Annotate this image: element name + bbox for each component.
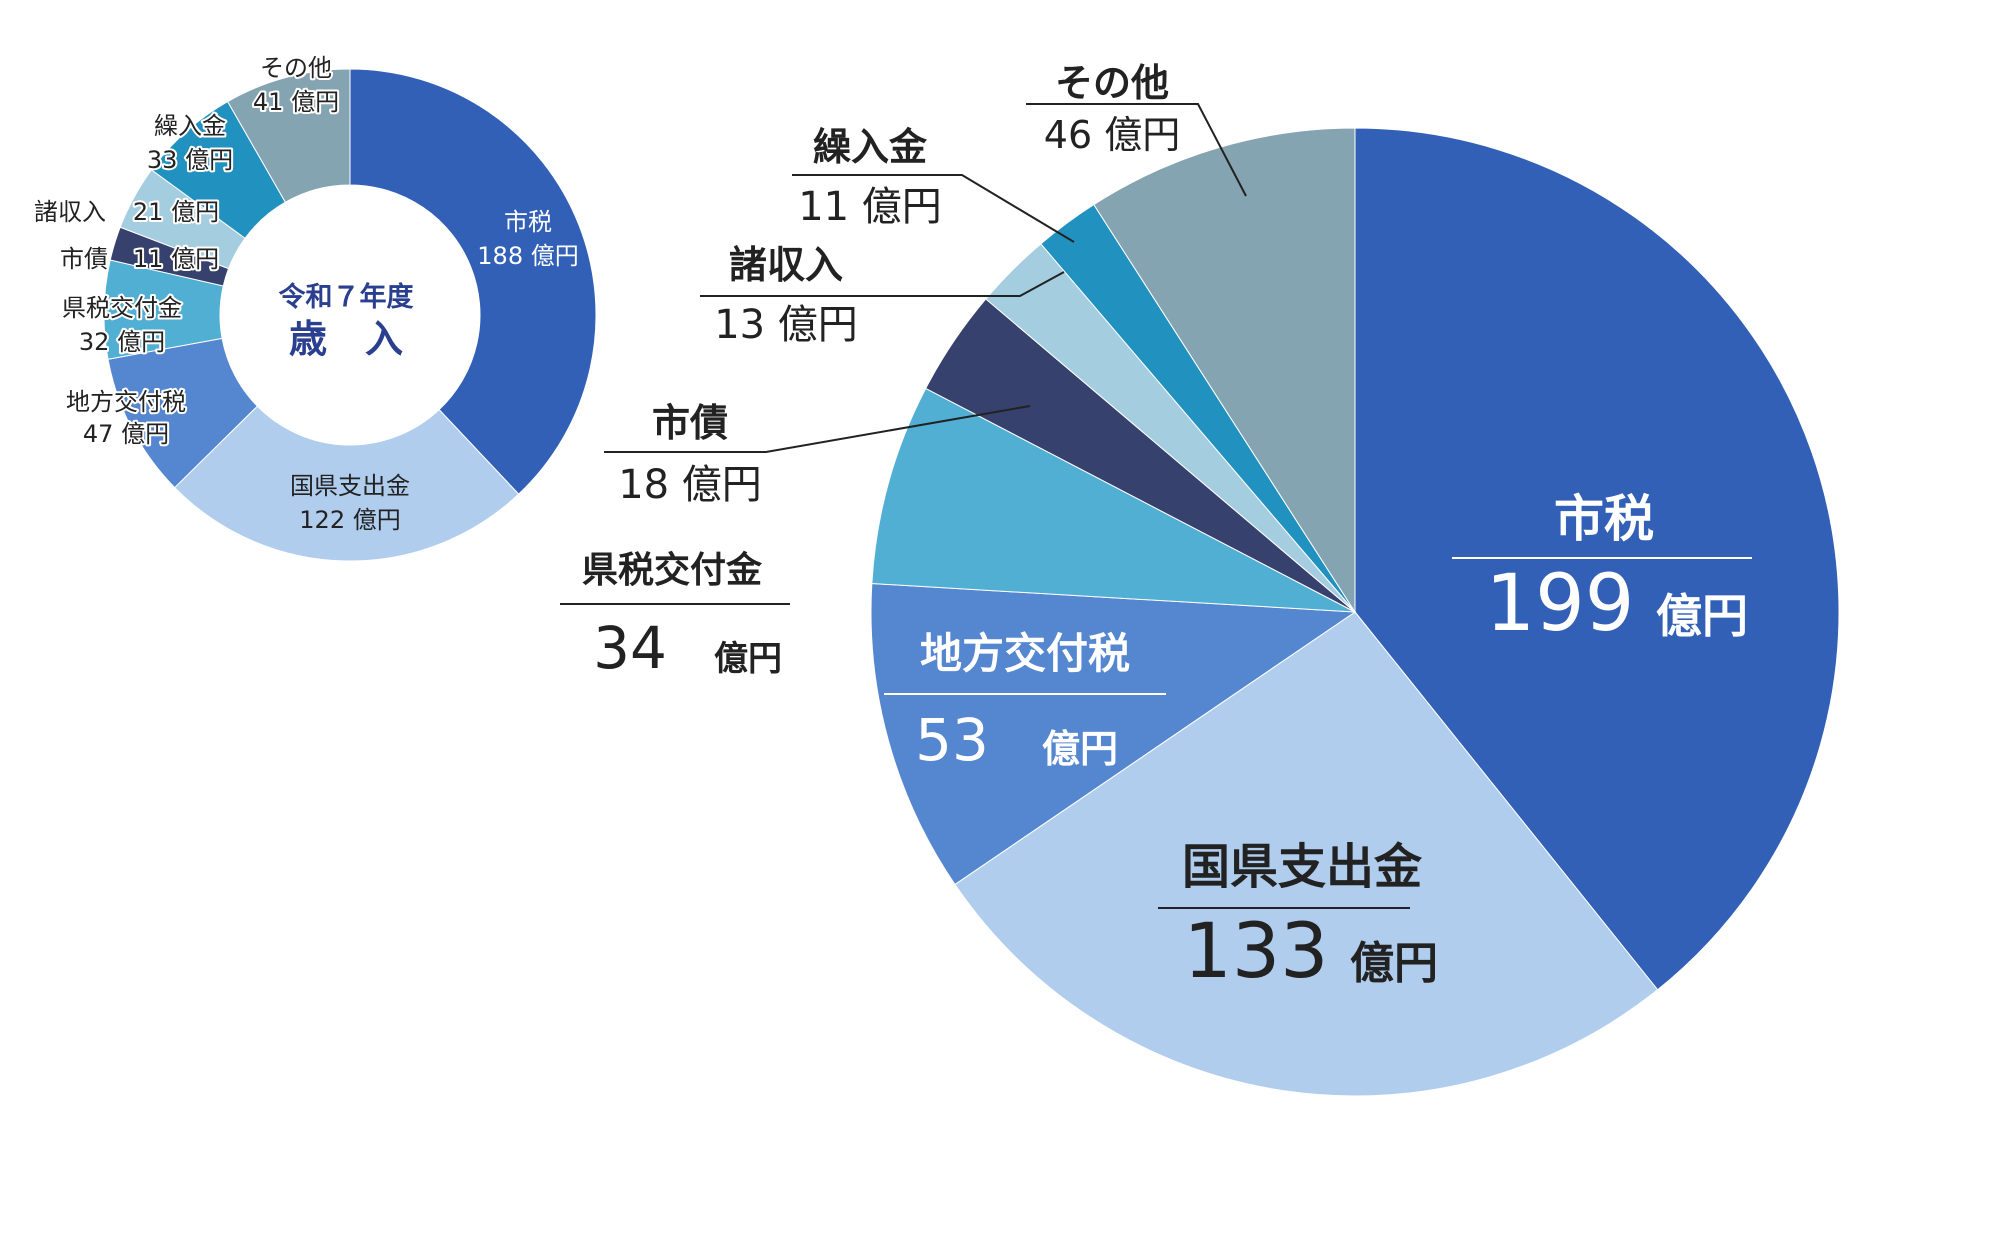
pie-slice-1	[954, 611, 1659, 1097]
donut-label-4: 市債	[60, 245, 108, 273]
donut-label-6: 繰入金	[154, 112, 226, 140]
pie-leader-line-5	[700, 271, 1065, 297]
pie-value-2: 53	[915, 706, 989, 774]
pie-value-4: 18 億円	[618, 462, 762, 508]
donut-label-7: その他	[260, 54, 332, 82]
donut-value-1: 122 億円	[299, 506, 400, 534]
pie-value-1: 133	[1183, 906, 1328, 995]
pie-leader-line-6	[792, 174, 1075, 243]
pie-unit-0: 億円	[1656, 589, 1748, 643]
donut-label-5: 諸収入	[34, 198, 106, 226]
donut-label-3: 県税交付金	[62, 294, 182, 322]
donut-slice-1	[173, 405, 520, 562]
donut-slice-7	[226, 68, 351, 203]
donut-label-0: 市税	[504, 208, 552, 236]
donut-label-2: 地方交付税	[66, 388, 186, 416]
donut-center-line2: 歳 入	[289, 317, 403, 361]
pie-label-5: 諸収入	[729, 243, 843, 287]
pie-slice-7	[1093, 127, 1356, 614]
donut-label-1: 国県支出金	[290, 472, 410, 500]
donut-value-5: 21 億円	[133, 198, 219, 226]
pie-label-1: 国県支出金	[1182, 839, 1423, 895]
pie-value-5: 13 億円	[714, 302, 858, 348]
donut-value-6: 33 億円	[147, 146, 233, 174]
donut-slice-0	[349, 68, 597, 495]
pie-value-6: 11 億円	[798, 184, 942, 230]
pie-label-0: 市税	[1554, 490, 1654, 548]
pie-leader-line-4	[604, 405, 1031, 453]
donut-center-line1: 令和７年度	[279, 281, 414, 313]
donut-value-4: 11 億円	[133, 245, 219, 273]
pie-unit-1: 億円	[1350, 938, 1438, 989]
pie-unit-2: 億円	[1042, 727, 1118, 771]
pie-label-6: 繰入金	[813, 125, 928, 169]
pie-slice-2	[870, 582, 1357, 886]
donut-value-0: 188 億円	[477, 242, 578, 270]
pie-slice-3	[871, 387, 1356, 613]
pie-label-2: 地方交付税	[920, 629, 1130, 678]
donut-value-2: 47 億円	[83, 420, 169, 448]
pie-unit-3: 億円	[714, 639, 782, 679]
pie-label-4: 市債	[652, 401, 728, 445]
pie-leader-line-7	[1026, 103, 1247, 197]
pie-value-3: 34	[593, 614, 667, 682]
pie-value-7: 46 億円	[1044, 113, 1180, 157]
pie-value-0: 199	[1486, 559, 1635, 649]
donut-value-7: 41 億円	[253, 88, 339, 116]
donut-value-3: 32 億円	[79, 328, 165, 356]
pie-label-3: 県税交付金	[582, 549, 763, 591]
pie-label-7: その他	[1055, 61, 1169, 105]
